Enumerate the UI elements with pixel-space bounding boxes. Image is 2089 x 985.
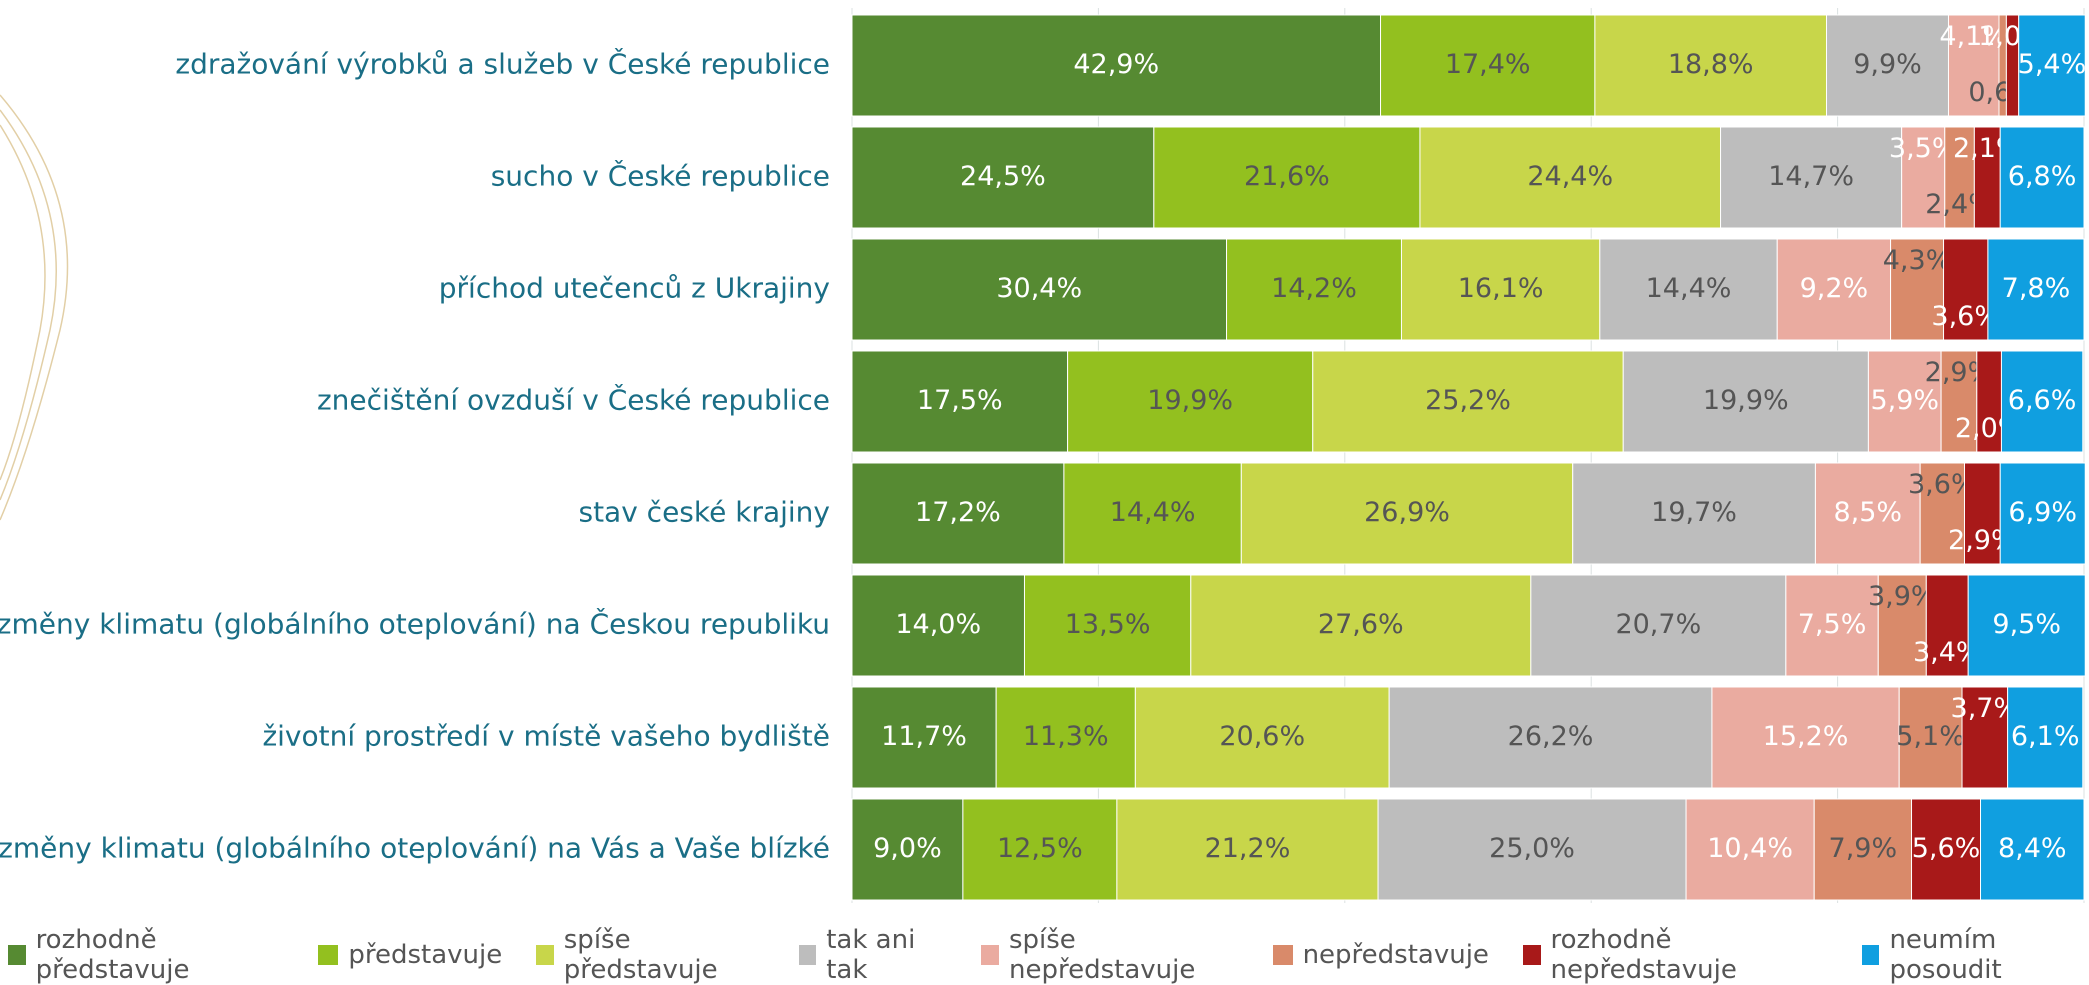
- value-label: 5,1%: [1896, 721, 1965, 752]
- value-label: 24,5%: [960, 161, 1046, 192]
- legend-label: neumím posoudit: [1889, 925, 2089, 985]
- value-label: 24,4%: [1527, 161, 1613, 192]
- legend-label: spíše nepředstavuje: [1009, 925, 1239, 985]
- legend-item: rozhodně představuje: [8, 925, 284, 985]
- category-label: dopad změny klimatu (globálního oteplová…: [0, 832, 830, 865]
- legend-label: spíše představuje: [564, 925, 765, 985]
- value-label: 6,1%: [2011, 721, 2080, 752]
- legend-swatch: [799, 945, 817, 965]
- category-label: životní prostředí v místě vašeho bydlišt…: [262, 720, 830, 753]
- value-label: 20,6%: [1219, 721, 1305, 752]
- category-label: sucho v České republice: [491, 159, 830, 193]
- value-label: 15,2%: [1763, 721, 1849, 752]
- legend-swatch: [1273, 945, 1293, 965]
- value-label: 8,4%: [1998, 833, 2067, 864]
- value-label: 26,9%: [1364, 497, 1450, 528]
- legend-item: tak ani tak: [799, 925, 948, 985]
- legend-swatch: [318, 945, 338, 965]
- legend-swatch: [1862, 945, 1880, 965]
- value-label: 14,4%: [1110, 497, 1196, 528]
- value-label: 9,0%: [873, 833, 942, 864]
- value-label: 26,2%: [1508, 721, 1594, 752]
- legend-label: představuje: [348, 940, 502, 970]
- value-label: 16,1%: [1458, 273, 1544, 304]
- legend-item: spíše nepředstavuje: [981, 925, 1238, 985]
- category-label: dopad změny klimatu (globálního oteplová…: [0, 607, 830, 641]
- legend-item: neumím posoudit: [1862, 925, 2089, 985]
- value-label: 9,5%: [1992, 609, 2061, 640]
- value-label: 7,9%: [1829, 833, 1898, 864]
- value-label: 5,9%: [1870, 385, 1939, 416]
- value-label: 17,4%: [1445, 49, 1531, 80]
- value-label: 13,5%: [1065, 609, 1151, 640]
- value-label: 12,5%: [997, 833, 1083, 864]
- value-label: 17,5%: [917, 385, 1003, 416]
- value-label: 20,7%: [1615, 609, 1701, 640]
- value-label: 11,3%: [1023, 721, 1109, 752]
- value-label: 42,9%: [1073, 49, 1159, 80]
- value-label: 10,4%: [1707, 833, 1793, 864]
- value-label: 9,2%: [1800, 273, 1869, 304]
- value-label: 7,5%: [1798, 609, 1867, 640]
- value-label: 6,9%: [2008, 497, 2077, 528]
- category-label: zdražování výrobků a služeb v České repu…: [175, 47, 830, 81]
- legend-swatch: [8, 945, 26, 965]
- category-label: stav české krajiny: [578, 496, 830, 529]
- legend-item: představuje: [318, 925, 502, 985]
- value-label: 18,8%: [1668, 49, 1754, 80]
- legend-label: nepředstavuje: [1303, 940, 1489, 970]
- value-label: 17,2%: [915, 497, 1001, 528]
- legend-label: rozhodně nepředstavuje: [1551, 925, 1828, 985]
- value-label: 19,9%: [1703, 385, 1789, 416]
- legend-swatch: [981, 945, 999, 965]
- value-label: 25,2%: [1425, 385, 1511, 416]
- value-label: 14,7%: [1768, 161, 1854, 192]
- value-label: 6,6%: [2008, 385, 2077, 416]
- legend-item: nepředstavuje: [1273, 925, 1489, 985]
- value-label: 21,6%: [1244, 161, 1330, 192]
- value-label: 14,4%: [1646, 273, 1732, 304]
- legend-label: tak ani tak: [826, 925, 947, 985]
- category-label: příchod utečenců z Ukrajiny: [439, 272, 830, 305]
- legend-swatch: [536, 945, 554, 965]
- value-label: 19,9%: [1147, 385, 1233, 416]
- value-label: 5,4%: [2018, 49, 2087, 80]
- legend-item: spíše představuje: [536, 925, 765, 985]
- legend-swatch: [1523, 945, 1541, 965]
- category-label: znečištění ovzduší v České republice: [317, 383, 830, 417]
- value-label: 6,8%: [2008, 161, 2077, 192]
- value-label: 7,8%: [2002, 273, 2071, 304]
- value-label: 9,9%: [1853, 49, 1922, 80]
- page: {"chart_data": {"type": "stacked-bar-hor…: [0, 0, 2089, 960]
- legend-label: rozhodně představuje: [36, 925, 285, 985]
- value-label: 14,2%: [1271, 273, 1357, 304]
- value-label: 14,0%: [895, 609, 981, 640]
- value-label: 21,2%: [1205, 833, 1291, 864]
- value-label: 25,0%: [1489, 833, 1575, 864]
- decoration: [0, 95, 68, 520]
- value-label: 30,4%: [996, 273, 1082, 304]
- legend: rozhodně představuje představuje spíše pře…: [8, 925, 2089, 985]
- value-label: 4,3%: [1883, 245, 1952, 276]
- value-label: 5,6%: [1912, 833, 1981, 864]
- value-label: 11,7%: [881, 721, 967, 752]
- legend-item: rozhodně nepředstavuje: [1523, 925, 1828, 985]
- value-label: 27,6%: [1318, 609, 1404, 640]
- value-label: 8,5%: [1833, 497, 1902, 528]
- chart: zdražování výrobků a služeb v České repu…: [0, 0, 2089, 910]
- value-label: 19,7%: [1651, 497, 1737, 528]
